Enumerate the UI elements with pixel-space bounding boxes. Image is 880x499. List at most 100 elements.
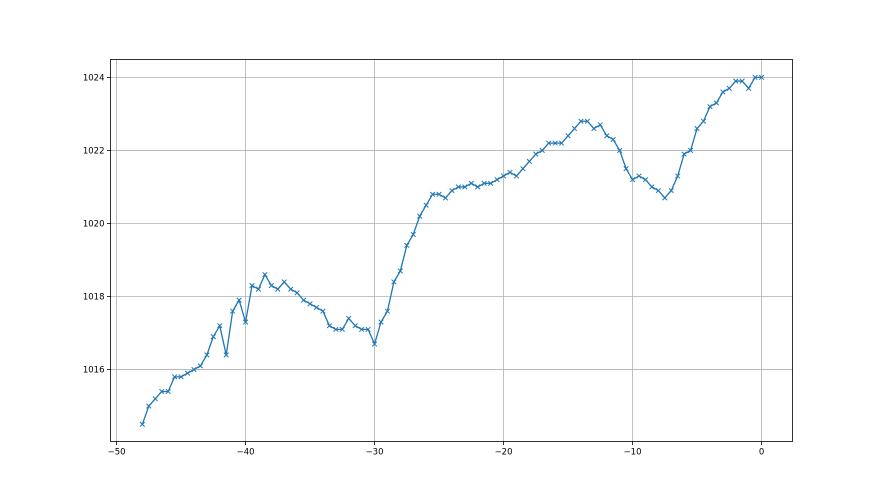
data-point bbox=[494, 176, 500, 183]
data-point bbox=[487, 180, 494, 186]
data-point bbox=[423, 202, 429, 208]
data-point bbox=[475, 184, 481, 190]
y-axis: 1016 1018 1020 1022 1024 bbox=[83, 73, 111, 376]
x-tick-label: −30 bbox=[366, 448, 384, 458]
data-point bbox=[152, 396, 158, 402]
data-point bbox=[526, 158, 533, 165]
data-point bbox=[513, 173, 520, 179]
x-axis: −50 −40 −30 −20 −10 0 bbox=[108, 441, 764, 458]
data-point bbox=[417, 213, 423, 219]
data-point bbox=[249, 282, 255, 289]
data-point bbox=[726, 85, 732, 92]
data-point bbox=[436, 191, 442, 197]
data-point bbox=[204, 352, 210, 358]
y-tick-label: 1022 bbox=[83, 146, 105, 156]
data-point bbox=[713, 100, 720, 106]
data-point bbox=[326, 323, 333, 329]
data-point bbox=[455, 184, 462, 190]
data-point bbox=[720, 89, 726, 95]
y-tick-label: 1018 bbox=[83, 293, 105, 303]
data-point bbox=[636, 173, 642, 179]
x-tick-label: −10 bbox=[624, 448, 642, 458]
data-point bbox=[694, 125, 700, 132]
data-point bbox=[500, 173, 507, 179]
data-point bbox=[300, 297, 307, 303]
data-point bbox=[604, 133, 610, 139]
data-point bbox=[171, 374, 178, 380]
data-point bbox=[210, 334, 216, 340]
data-point bbox=[552, 140, 558, 146]
grid bbox=[110, 59, 793, 442]
data-point bbox=[507, 169, 513, 176]
y-tick-label: 1020 bbox=[83, 219, 105, 229]
data-point bbox=[597, 122, 603, 128]
data-point bbox=[404, 242, 410, 249]
data-point bbox=[371, 341, 378, 347]
data-point bbox=[217, 323, 223, 329]
data-point bbox=[681, 151, 687, 157]
data-point bbox=[391, 279, 397, 285]
data-point bbox=[571, 125, 578, 132]
data-point bbox=[191, 366, 197, 373]
data-point bbox=[146, 403, 152, 409]
data-point bbox=[591, 125, 597, 132]
data-point bbox=[178, 374, 184, 380]
data-point bbox=[333, 326, 339, 333]
data-point bbox=[365, 326, 371, 333]
data-point bbox=[165, 388, 171, 395]
data-point bbox=[700, 118, 707, 124]
data-point bbox=[449, 187, 455, 194]
data-point bbox=[578, 118, 584, 124]
data-point bbox=[288, 286, 294, 292]
data-point bbox=[281, 279, 287, 285]
data-point bbox=[320, 308, 326, 314]
data-point bbox=[733, 78, 739, 84]
x-tick-label: −50 bbox=[108, 448, 126, 458]
data-point bbox=[359, 326, 365, 333]
data-point bbox=[307, 301, 313, 307]
data-point bbox=[642, 176, 649, 183]
data-point bbox=[687, 147, 694, 154]
data-point bbox=[745, 85, 752, 92]
data-point bbox=[268, 282, 275, 289]
data-point bbox=[352, 323, 358, 329]
data-point bbox=[584, 118, 591, 124]
data-point bbox=[707, 103, 713, 110]
data-point bbox=[539, 147, 545, 154]
data-point bbox=[565, 133, 571, 139]
data-point bbox=[520, 166, 526, 172]
data-point bbox=[236, 297, 242, 303]
data-point bbox=[159, 388, 165, 395]
data-point bbox=[397, 268, 404, 274]
series-line bbox=[141, 76, 762, 425]
data-point bbox=[384, 308, 391, 314]
series bbox=[139, 74, 765, 427]
data-point bbox=[184, 370, 191, 376]
data-point bbox=[623, 166, 629, 172]
data-point bbox=[675, 173, 681, 179]
data-point bbox=[294, 290, 300, 296]
data-point bbox=[739, 78, 745, 84]
data-point bbox=[197, 363, 204, 369]
data-point bbox=[668, 187, 674, 194]
data-point bbox=[378, 319, 384, 325]
data-point bbox=[346, 315, 352, 322]
data-point bbox=[481, 180, 487, 186]
data-point bbox=[275, 286, 281, 292]
x-tick-label: −40 bbox=[237, 448, 255, 458]
data-point bbox=[655, 187, 661, 194]
data-point bbox=[255, 286, 262, 292]
data-point bbox=[223, 352, 229, 358]
data-point bbox=[752, 74, 758, 81]
data-point bbox=[468, 180, 474, 186]
data-point bbox=[139, 421, 146, 427]
data-point bbox=[442, 195, 449, 201]
data-point bbox=[616, 147, 623, 154]
y-tick-label: 1016 bbox=[83, 366, 105, 376]
data-point bbox=[533, 151, 539, 157]
plot-frame bbox=[110, 59, 793, 442]
data-point bbox=[230, 308, 236, 314]
x-tick-label: 0 bbox=[759, 448, 764, 458]
data-point bbox=[662, 195, 668, 201]
